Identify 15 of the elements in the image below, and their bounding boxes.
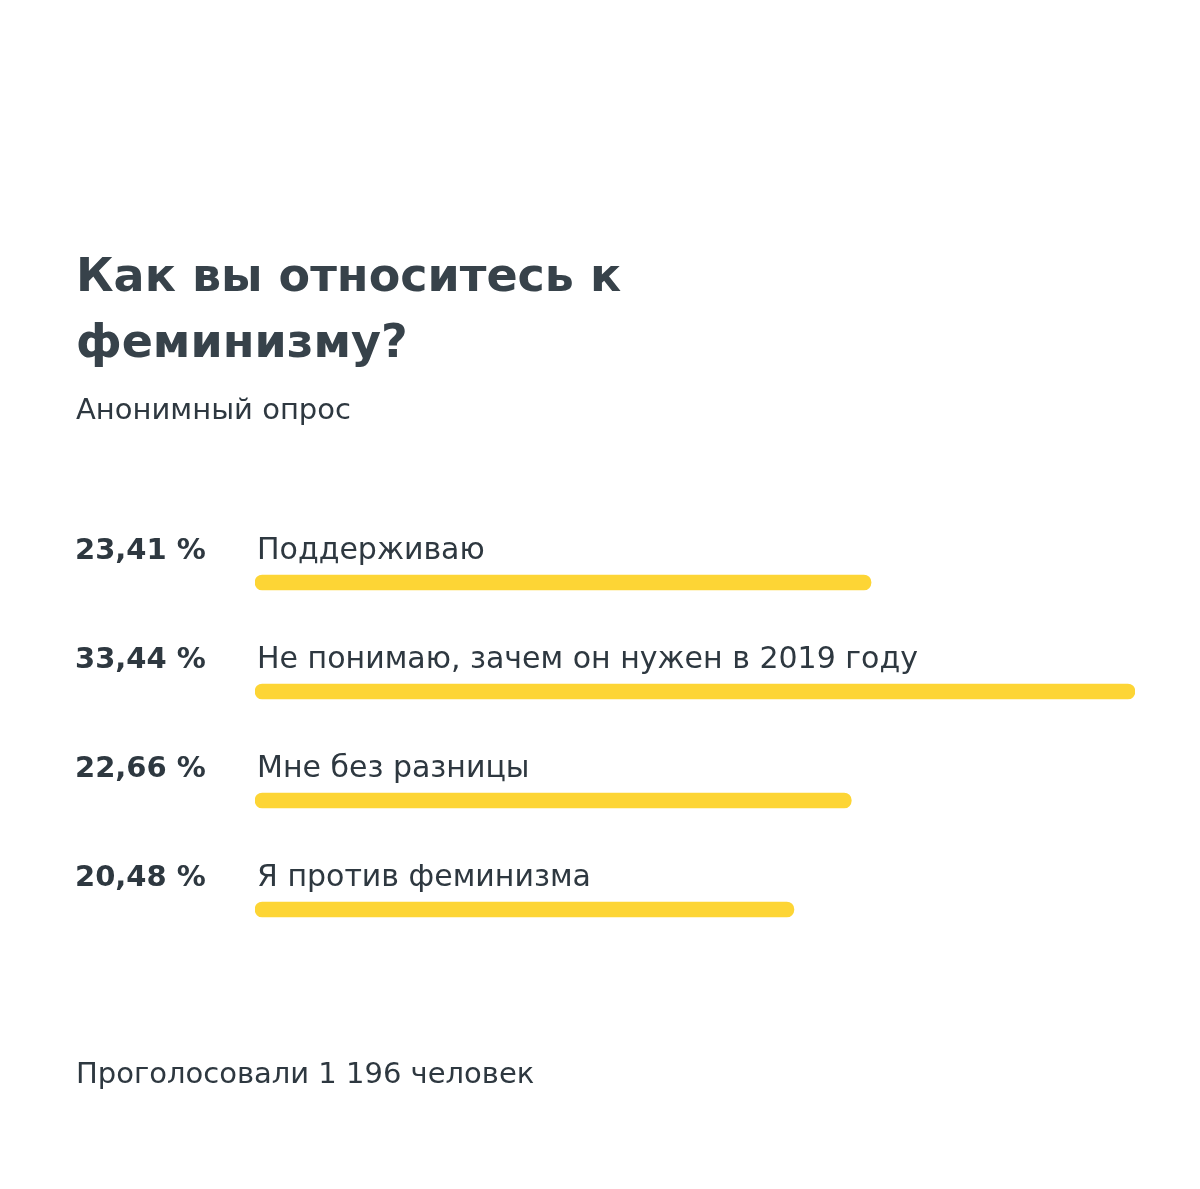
data-label: 23,41 %: [75, 531, 206, 566]
data-label: 33,44 %: [75, 640, 206, 675]
data-label: 22,66 %: [75, 749, 206, 784]
bar: [255, 792, 852, 809]
chart-subtitle: Анонимный опрос: [76, 392, 351, 426]
chart-title: Как вы относитесь к феминизму?: [76, 247, 623, 370]
text: Проголосовали 1 196 человек: [76, 1056, 535, 1090]
bar: [255, 574, 872, 591]
bar: [255, 683, 1135, 700]
y-tick-label: Поддерживаю: [257, 530, 485, 566]
y-tick-label: Мне без разницы: [257, 748, 530, 784]
y-tick-label: Не понимаю, зачем он нужен в 2019 году: [257, 639, 918, 675]
y-tick-label: Я против феминизма: [257, 857, 591, 893]
data-label: 20,48 %: [75, 858, 206, 893]
bar: [255, 901, 795, 918]
